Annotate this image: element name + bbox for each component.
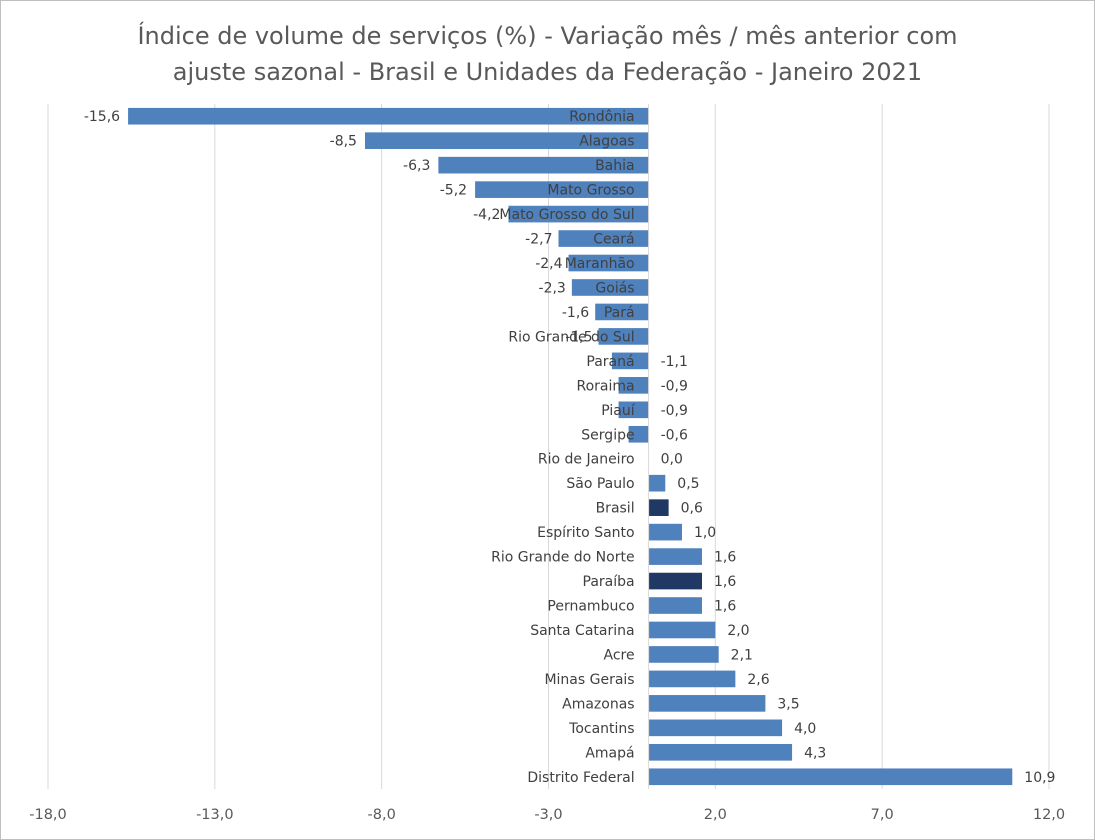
bar (648, 695, 766, 712)
bar (628, 425, 649, 443)
bar (648, 548, 702, 565)
bar (595, 303, 649, 321)
category-label: Acre (604, 647, 635, 663)
category-label: Roraima (576, 378, 634, 394)
bar (648, 572, 702, 590)
x-tick-label: -13,0 (196, 807, 234, 823)
value-label: 1,6 (714, 599, 736, 615)
value-label: -1,6 (562, 305, 589, 321)
value-label: -8,5 (330, 134, 357, 150)
x-tick-label: -18,0 (29, 807, 67, 823)
value-label: 1,6 (714, 550, 736, 566)
category-label: Rio Grande do Norte (491, 550, 634, 566)
value-label: -2,3 (539, 280, 566, 296)
value-label: 4,0 (794, 721, 816, 737)
value-label: 2,0 (727, 623, 749, 639)
category-label: Paraíba (583, 574, 635, 590)
category-label: Distrito Federal (527, 770, 634, 786)
bar (648, 670, 736, 688)
bar (648, 474, 666, 492)
bar (128, 107, 649, 125)
value-label: -0,6 (661, 427, 688, 443)
category-label: Santa Catarina (530, 623, 634, 639)
value-label: -5,2 (440, 183, 467, 199)
value-label: -0,9 (661, 403, 688, 419)
value-label: 4,3 (804, 745, 826, 761)
value-label: -1,1 (661, 354, 688, 370)
value-label: -15,6 (84, 109, 120, 125)
category-label: Rio de Janeiro (538, 452, 635, 468)
category-label: São Paulo (566, 476, 634, 492)
category-label: Amapá (585, 745, 634, 761)
bar (648, 743, 793, 761)
category-label: Rondônia (569, 109, 634, 125)
x-tick-label: -3,0 (534, 807, 562, 823)
category-label: Maranhão (565, 256, 635, 272)
category-label: Tocantins (568, 721, 634, 737)
category-label: Piauí (601, 403, 635, 419)
bar (571, 279, 649, 296)
bar (568, 254, 649, 272)
bar (648, 597, 702, 614)
bar (598, 328, 649, 345)
value-label: 0,0 (661, 452, 683, 468)
category-label: Goiás (595, 280, 634, 296)
value-label: 3,5 (777, 696, 799, 712)
category-label: Pará (604, 305, 635, 321)
value-label: 1,0 (694, 525, 716, 541)
category-label: Rio Grande do Sul (508, 329, 634, 345)
bar (438, 156, 649, 174)
x-tick-label: -8,0 (368, 807, 396, 823)
chart-title-line-2: ajuste sazonal - Brasil e Unidades da Fe… (172, 58, 923, 86)
category-label: Espírito Santo (537, 525, 634, 541)
x-tick-label: 2,0 (704, 807, 727, 823)
category-label: Minas Gerais (544, 672, 634, 688)
category-label: Paraná (586, 354, 634, 370)
bar (508, 205, 649, 223)
value-label: -1,5 (565, 329, 592, 345)
bar (648, 621, 716, 639)
value-label: 1,6 (714, 574, 736, 590)
category-label: Mato Grosso do Sul (499, 207, 634, 223)
bar (364, 132, 649, 150)
bar (648, 719, 783, 737)
bar (648, 523, 682, 541)
category-label: Bahia (595, 158, 635, 174)
bar (611, 352, 649, 370)
bar (648, 646, 719, 663)
bar (475, 181, 649, 198)
value-label: 2,6 (747, 672, 769, 688)
bar (648, 768, 1013, 786)
value-label: 0,6 (681, 501, 703, 517)
bar (648, 499, 669, 516)
category-label: Brasil (596, 501, 635, 517)
value-label: -2,7 (525, 232, 552, 248)
value-label: -0,9 (661, 378, 688, 394)
category-label: Sergipe (581, 427, 634, 443)
category-label: Amazonas (562, 696, 634, 712)
bar (558, 230, 649, 247)
category-label: Alagoas (579, 134, 634, 150)
category-label: Pernambuco (547, 599, 634, 615)
value-label: -6,3 (403, 158, 430, 174)
category-label: Mato Grosso (547, 183, 634, 199)
value-label: 0,5 (677, 476, 699, 492)
category-label: Ceará (593, 232, 634, 248)
value-label: -4,2 (473, 207, 500, 223)
chart-title: Índice de volume de serviços (%) - Varia… (0, 18, 1095, 90)
value-label: -2,4 (535, 256, 562, 272)
x-tick-label: 12,0 (1033, 807, 1065, 823)
value-label: 2,1 (731, 647, 753, 663)
bar (618, 401, 649, 419)
x-tick-label: 7,0 (871, 807, 894, 823)
chart-title-line-1: Índice de volume de serviços (%) - Varia… (137, 22, 958, 50)
value-label: 10,9 (1024, 770, 1055, 786)
bar (618, 377, 649, 394)
